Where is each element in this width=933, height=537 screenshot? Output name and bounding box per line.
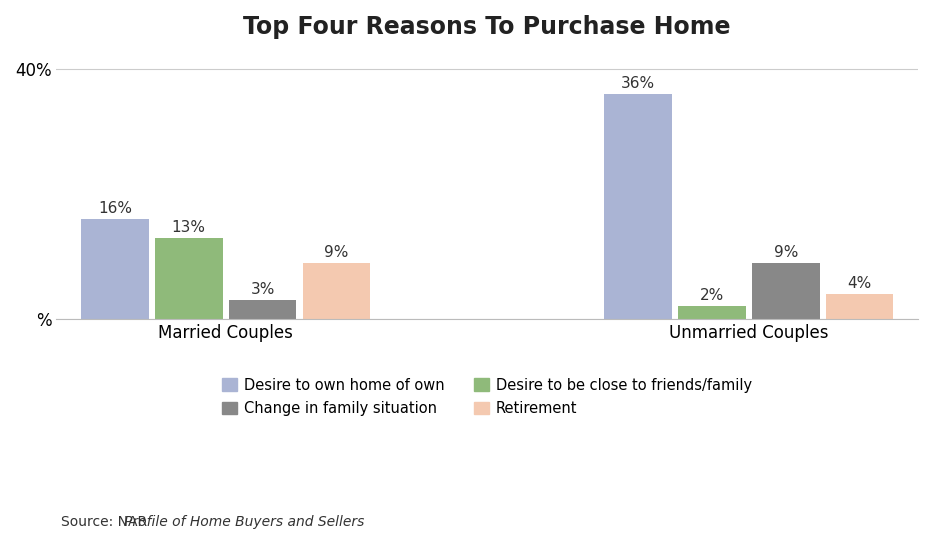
Text: 3%: 3% xyxy=(250,282,275,297)
Bar xyxy=(81,219,148,319)
Text: 16%: 16% xyxy=(98,201,132,216)
Bar xyxy=(229,300,297,319)
Legend: Desire to own home of own, Change in family situation, Desire to be close to fri: Desire to own home of own, Change in fam… xyxy=(216,372,758,422)
Bar xyxy=(155,238,223,319)
Title: Top Four Reasons To Purchase Home: Top Four Reasons To Purchase Home xyxy=(244,15,731,39)
Bar xyxy=(678,306,745,319)
Bar xyxy=(605,95,672,319)
Text: 13%: 13% xyxy=(172,220,206,235)
Bar xyxy=(826,294,894,319)
Text: Source: NAR: Source: NAR xyxy=(61,515,151,529)
Text: 36%: 36% xyxy=(621,76,655,91)
Text: 9%: 9% xyxy=(325,244,349,259)
Bar xyxy=(752,263,819,319)
Text: 2%: 2% xyxy=(700,288,724,303)
Text: 9%: 9% xyxy=(773,244,798,259)
Text: 4%: 4% xyxy=(847,276,871,291)
Bar xyxy=(302,263,370,319)
Text: Profile of Home Buyers and Sellers: Profile of Home Buyers and Sellers xyxy=(124,515,365,529)
